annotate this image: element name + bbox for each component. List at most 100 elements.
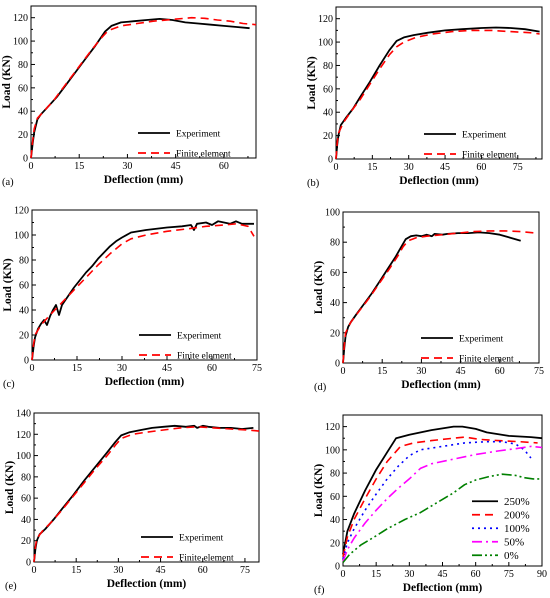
y-tick-label: 120: [13, 13, 28, 24]
y-tick-label: 20: [330, 328, 340, 339]
series-line-experiment: [335, 26, 540, 160]
y-tick-label: 120: [325, 422, 340, 433]
y-tick-label: 80: [21, 472, 31, 483]
chart-panel-6: 0 15 30 45 60 75 90 0 20 40 60 80 100 120 Deflection (…: [313, 414, 547, 596]
y-tick-label: 60: [323, 84, 333, 95]
panel-label: (a): [2, 177, 14, 188]
x-tick-label: 15: [371, 569, 381, 580]
x-tick-label: 30: [117, 363, 127, 374]
plot-frame: [33, 412, 260, 563]
x-tick-label: 30: [416, 366, 426, 377]
y-tick-label: 80: [18, 60, 28, 71]
x-tick-label: 60: [207, 363, 217, 374]
y-tick-label: 0: [26, 558, 31, 569]
x-tick-label: 45: [456, 366, 466, 377]
y-tick-label: 120: [16, 430, 31, 441]
legend-label: 250%: [504, 496, 530, 508]
y-tick-label: 20: [21, 536, 31, 547]
legend-label: Finite element: [177, 352, 232, 362]
x-tick-label: 15: [367, 162, 377, 173]
x-tick-label: 75: [513, 162, 523, 173]
chart-panel-1: 0 15 30 45 60 0 20 40 60 80 100 120 Deflection (mm) L…: [1, 5, 257, 188]
y-tick-label: 100: [14, 231, 29, 242]
legend-label: Finite element: [179, 554, 234, 564]
x-axis-label: Deflection (mm): [104, 174, 184, 186]
legend: Experiment Finite element: [424, 131, 517, 161]
y-tick-label: 60: [330, 492, 340, 503]
legend-label: Experiment: [177, 332, 222, 342]
legend: Experiment Finite element: [139, 332, 232, 362]
legend: 250%200% 100%50% 0%: [472, 496, 530, 562]
y-tick-label: 40: [21, 515, 31, 526]
y-tick-label: 20: [19, 331, 29, 342]
y-tick-label: 20: [323, 131, 333, 142]
x-tick-label: 90: [537, 569, 547, 580]
x-tick-label: 75: [534, 366, 544, 377]
x-tick-label: 45: [162, 363, 172, 374]
y-tick-label: 80: [330, 469, 340, 480]
x-tick-label: 0: [32, 565, 37, 576]
y-tick-label: 40: [18, 107, 28, 118]
x-tick-label: 15: [377, 366, 387, 377]
y-tick-label: 80: [323, 61, 333, 72]
y-tick-label: 80: [19, 256, 29, 267]
y-tick-label: 100: [325, 445, 340, 456]
series-line-250-: [342, 425, 543, 555]
x-tick-label: 45: [171, 161, 181, 172]
legend: Experiment Finite element: [138, 130, 231, 160]
y-tick-label: 40: [330, 298, 340, 309]
x-tick-label: 60: [476, 162, 486, 173]
x-tick-label: 0: [29, 161, 34, 172]
series-line-finite-element: [342, 230, 537, 364]
x-tick-label: 15: [72, 363, 82, 374]
legend-label: Experiment: [179, 534, 224, 544]
y-axis-label: Load (KN): [4, 461, 16, 515]
legend-label: 100%: [504, 523, 530, 535]
x-tick-label: 45: [440, 162, 450, 173]
y-axis-label: Load (KN): [313, 464, 325, 518]
y-tick-label: 100: [325, 208, 340, 219]
legend-label: Finite element: [462, 151, 517, 161]
series-line-finite-element: [33, 426, 260, 563]
series-line-experiment: [31, 220, 254, 361]
x-tick-label: 15: [71, 565, 81, 576]
y-tick-label: 40: [330, 515, 340, 526]
x-tick-label: 0: [30, 363, 35, 374]
y-tick-label: 100: [16, 451, 31, 462]
y-tick-label: 40: [323, 108, 333, 119]
y-tick-label: 60: [19, 281, 29, 292]
y-axis-label: Load (KN): [313, 261, 325, 315]
legend-label: 200%: [504, 509, 530, 521]
y-tick-label: 120: [14, 206, 29, 217]
y-tick-label: 60: [18, 83, 28, 94]
y-tick-label: 100: [318, 38, 333, 49]
legend-label: Finite element: [459, 355, 514, 365]
panel-label: (f): [314, 585, 325, 596]
chart-panel-5: 0 15 30 45 60 75 0 20 40 60 80 100 120 140 Deflection …: [4, 409, 260, 592]
x-tick-label: 30: [404, 569, 414, 580]
y-tick-label: 80: [330, 238, 340, 249]
x-tick-label: 0: [341, 366, 346, 377]
y-tick-label: 40: [19, 306, 29, 317]
legend-label: Experiment: [462, 131, 507, 141]
series-line-100-: [342, 440, 532, 560]
y-tick-label: 0: [335, 562, 340, 573]
y-tick-label: 20: [330, 538, 340, 549]
y-tick-label: 100: [13, 37, 28, 48]
panel-label: (c): [3, 379, 15, 390]
panel-label: (b): [307, 178, 320, 189]
panel-label: (d): [314, 382, 327, 393]
x-axis-label: Deflection (mm): [403, 582, 483, 594]
legend: Experiment Finite element: [141, 534, 234, 564]
x-axis-label: Deflection (mm): [401, 379, 481, 391]
x-tick-label: 0: [334, 162, 339, 173]
y-tick-label: 60: [330, 268, 340, 279]
plot-frame: [31, 209, 258, 361]
legend-label: Finite element: [176, 150, 231, 160]
x-tick-label: 60: [495, 366, 505, 377]
chart-panel-4: 0 15 30 45 60 75 0 20 40 60 80 100 Deflection (mm) Lo…: [313, 208, 544, 394]
legend: Experiment Finite element: [421, 335, 514, 365]
x-tick-label: 15: [74, 161, 84, 172]
plot-frame: [335, 6, 543, 160]
